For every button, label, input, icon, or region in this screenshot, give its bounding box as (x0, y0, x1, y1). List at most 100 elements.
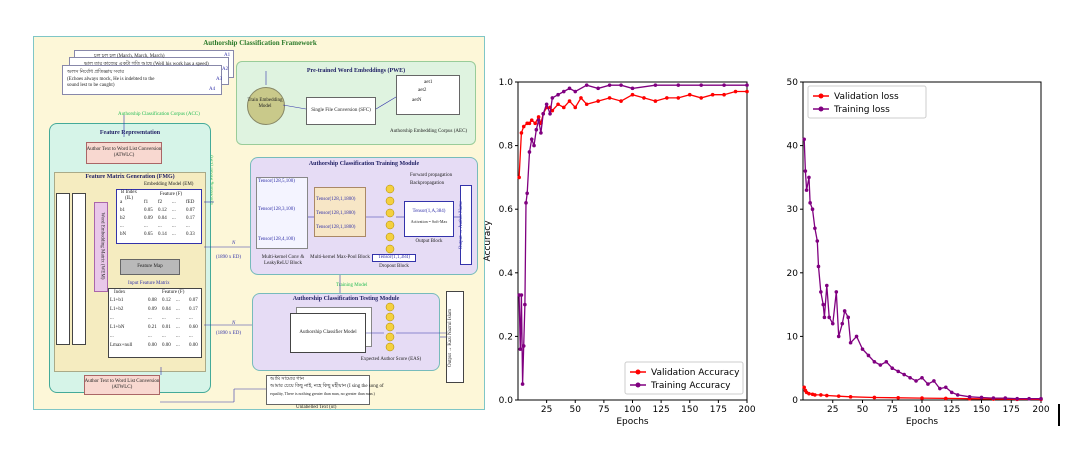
data-point (525, 191, 529, 196)
data-point (556, 92, 560, 97)
output-tensor: Tensor(1,A,384) (412, 209, 446, 214)
data-point (539, 131, 543, 135)
tensor-pool: Tensor(128,1,1800) (316, 211, 356, 216)
data-point (687, 92, 692, 97)
input-cell: L1+b2 (110, 307, 124, 312)
corpus-line3b: (Echoes always mock, He is indebted to t… (67, 77, 155, 82)
data-point (653, 83, 658, 87)
data-point (914, 379, 918, 383)
data-point (699, 83, 703, 87)
legend-marker (635, 369, 641, 375)
x-tick-label: 175 (1003, 405, 1020, 415)
y-axis-label: Accuracy (483, 220, 493, 262)
y-tick-label: 30 (787, 205, 799, 215)
data-point (955, 393, 960, 397)
matrix-cell: ... (172, 216, 176, 221)
classifier-box (290, 313, 366, 353)
legend-label: Training Accuracy (650, 381, 731, 391)
train-embedding-label: Train Embedding Model (247, 98, 283, 109)
x-tick-label: 150 (681, 405, 698, 415)
tensor-pool: Tensor(128,1,1800) (316, 197, 356, 202)
x-tick-label: 175 (710, 405, 727, 415)
unlabelled-line1: আমি সাম্যের গান (270, 377, 304, 382)
data-point (1027, 396, 1031, 401)
data-point (830, 321, 835, 326)
data-point (579, 96, 583, 100)
data-point (944, 385, 948, 390)
matrix-cell: b1 (120, 208, 125, 213)
data-point (699, 96, 703, 100)
input-cell: ... (162, 316, 166, 321)
data-point (567, 86, 572, 91)
x-tick-label: 50 (570, 405, 582, 415)
sfc-label: Single File Conversion (SFC) (311, 108, 371, 113)
corpus-line2: ভাল তার কাজের একটা গতি আছে (Well his wor… (84, 62, 209, 67)
matrix-cell: 0.04 (158, 216, 167, 221)
data-point (745, 83, 749, 87)
series-line (803, 139, 1041, 400)
data-point (840, 321, 845, 326)
test-output-box (446, 291, 464, 383)
data-point (630, 86, 635, 91)
pool-block (314, 187, 366, 237)
data-point (949, 390, 954, 395)
data-point (520, 382, 525, 386)
legend-marker (818, 93, 824, 99)
data-point (803, 169, 808, 173)
data-point (816, 264, 821, 269)
input-head-index: Index (114, 290, 126, 295)
data-point (860, 347, 865, 351)
matrix-cell: ... (186, 224, 190, 229)
data-point (1039, 396, 1043, 401)
data-point (562, 105, 566, 110)
data-point (807, 391, 811, 396)
train-ned: (1890 x ED) (216, 255, 241, 260)
y-tick-label: 0 (792, 396, 798, 406)
word-column (56, 193, 70, 345)
matrix-cell: 0.05 (144, 208, 153, 213)
data-point (517, 175, 521, 180)
data-point (573, 105, 578, 110)
accuracy-chart: 25 50 75 100 125 150 175 200 0.0 0.2 0.4 0.6 0.8 1.0 E… (483, 78, 756, 427)
corpus-line1: চল চল চল (March, March, March) (94, 54, 165, 59)
data-point (550, 108, 555, 113)
x-tick-label: 100 (624, 405, 641, 415)
corpus-tag: A4 (209, 87, 216, 92)
data-point (846, 315, 851, 320)
input-cell: ... (189, 316, 193, 321)
x-tick-label: 50 (857, 405, 869, 415)
aec-row: aet2 (418, 88, 427, 93)
input-cell: ... (110, 316, 114, 321)
y-tick-label: 40 (787, 142, 799, 152)
data-point (619, 83, 623, 87)
matrix-cell: ... (172, 224, 176, 229)
input-cell: 0.01 (162, 325, 171, 330)
data-point (527, 121, 532, 126)
data-point (521, 124, 526, 129)
matrix-cell: 0.65 (144, 232, 153, 237)
y-tick-label: 0.0 (499, 396, 514, 406)
data-point (821, 302, 826, 307)
data-point (819, 290, 823, 294)
input-cell: 0.12 (162, 298, 171, 303)
data-point (819, 393, 823, 397)
input-cell: ... (176, 316, 180, 321)
train-embedding-circle (247, 87, 285, 125)
data-point (567, 99, 572, 103)
embedding-matrix (116, 189, 202, 244)
loss-chart: 25 50 75 100 125 150 175 200 0 10 20 30 40 50 Epochs Lo… (775, 78, 1050, 427)
legend-box (807, 85, 927, 119)
input-cell: 0.07 (189, 298, 198, 303)
x-tick-label: 25 (541, 405, 552, 415)
x-tick-label: 100 (913, 405, 930, 415)
data-point (827, 315, 831, 320)
data-point (842, 309, 847, 313)
data-point (733, 89, 738, 94)
data-point (519, 131, 524, 135)
data-point (544, 102, 549, 107)
data-point (529, 137, 534, 142)
atwlc-box (86, 142, 162, 164)
data-point (808, 201, 812, 205)
tensor-pool: Tensor(128,1,1800) (316, 225, 356, 230)
data-point (807, 175, 811, 180)
